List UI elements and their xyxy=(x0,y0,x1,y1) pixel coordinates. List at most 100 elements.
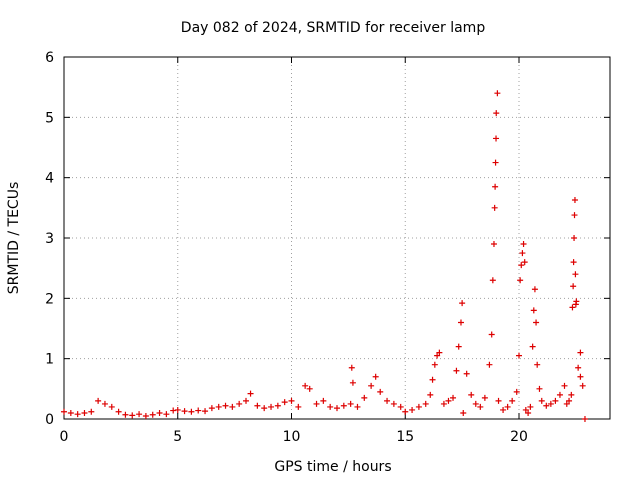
data-point xyxy=(415,403,422,410)
data-point xyxy=(577,349,584,356)
data-point xyxy=(440,400,447,407)
data-point xyxy=(313,400,320,407)
data-point xyxy=(491,204,498,211)
data-point xyxy=(460,409,467,416)
data-point xyxy=(531,286,538,293)
y-tick-label: 0 xyxy=(45,412,54,428)
data-point xyxy=(500,406,507,413)
x-tick-label: 15 xyxy=(396,429,414,445)
data-point xyxy=(493,110,500,117)
data-point xyxy=(108,403,115,410)
data-point xyxy=(340,402,347,409)
data-point xyxy=(136,411,143,418)
data-point xyxy=(495,397,502,404)
data-point xyxy=(431,361,438,368)
data-point xyxy=(453,367,460,374)
data-point xyxy=(556,391,563,398)
data-point xyxy=(522,406,529,413)
data-point xyxy=(533,319,540,326)
data-point xyxy=(455,343,462,350)
data-point xyxy=(397,403,404,410)
data-point xyxy=(472,400,479,407)
data-point xyxy=(320,397,327,404)
data-point xyxy=(517,277,524,284)
data-point xyxy=(552,397,559,404)
data-point xyxy=(520,241,527,248)
data-point xyxy=(525,409,532,416)
data-point xyxy=(504,403,511,410)
data-point xyxy=(202,408,209,415)
data-point xyxy=(450,394,457,401)
data-point xyxy=(527,403,534,410)
data-point xyxy=(247,390,254,397)
y-tick-label: 4 xyxy=(45,171,54,187)
data-point xyxy=(129,412,136,419)
chart-title: Day 082 of 2024, SRMTID for receiver lam… xyxy=(181,20,486,36)
data-point xyxy=(459,300,466,307)
data-point xyxy=(571,212,578,219)
data-point xyxy=(434,352,441,359)
data-point xyxy=(477,403,484,410)
data-point xyxy=(463,370,470,377)
plot-frame xyxy=(63,56,611,420)
data-point xyxy=(188,408,195,415)
data-point xyxy=(543,402,550,409)
x-tick-label: 10 xyxy=(283,429,301,445)
y-tick-label: 6 xyxy=(45,50,54,66)
data-point xyxy=(174,406,181,413)
data-point xyxy=(530,307,537,314)
y-tick-label: 3 xyxy=(45,231,54,247)
data-point xyxy=(573,298,580,305)
data-point xyxy=(288,397,295,404)
data-point xyxy=(536,385,543,392)
y-tick-label: 5 xyxy=(45,110,54,126)
data-point xyxy=(195,407,202,414)
data-point xyxy=(509,397,516,404)
data-point xyxy=(579,382,586,389)
data-point xyxy=(243,397,249,404)
data-point xyxy=(208,405,215,412)
y-tick-label: 1 xyxy=(45,352,54,368)
data-point xyxy=(457,319,464,326)
data-point xyxy=(492,159,499,166)
data-point xyxy=(575,364,582,371)
grid xyxy=(64,57,610,419)
x-tick-label: 20 xyxy=(510,429,528,445)
data-point xyxy=(81,409,88,416)
data-point xyxy=(561,382,568,389)
data-point xyxy=(281,399,288,406)
data-point xyxy=(361,394,368,401)
data-point xyxy=(577,373,584,380)
data-point xyxy=(570,259,577,266)
data-point xyxy=(170,407,177,414)
data-point xyxy=(163,411,170,418)
data-point xyxy=(422,400,429,407)
data-point xyxy=(229,403,236,410)
data-point xyxy=(95,397,102,404)
data-point xyxy=(384,397,391,404)
data-point xyxy=(349,379,356,386)
y-axis-label: SRMTID / TECUs xyxy=(6,182,22,295)
data-point xyxy=(429,376,436,383)
data-point xyxy=(101,400,108,407)
data-point xyxy=(142,412,149,419)
data-point xyxy=(538,397,545,404)
data-point xyxy=(513,388,520,395)
data-point xyxy=(368,382,375,389)
data-point xyxy=(494,90,501,97)
data-point xyxy=(181,408,188,415)
data-point xyxy=(327,403,334,410)
data-point xyxy=(568,391,575,398)
y-tick-label: 2 xyxy=(45,291,54,307)
data-point xyxy=(547,400,554,407)
data-point xyxy=(488,331,495,338)
data-point xyxy=(490,241,497,248)
data-point xyxy=(347,400,354,407)
data-point xyxy=(149,411,156,418)
data-point xyxy=(481,394,488,401)
data-point xyxy=(61,408,67,415)
data-point xyxy=(302,382,309,389)
data-point xyxy=(427,391,434,398)
data-points xyxy=(61,90,588,422)
